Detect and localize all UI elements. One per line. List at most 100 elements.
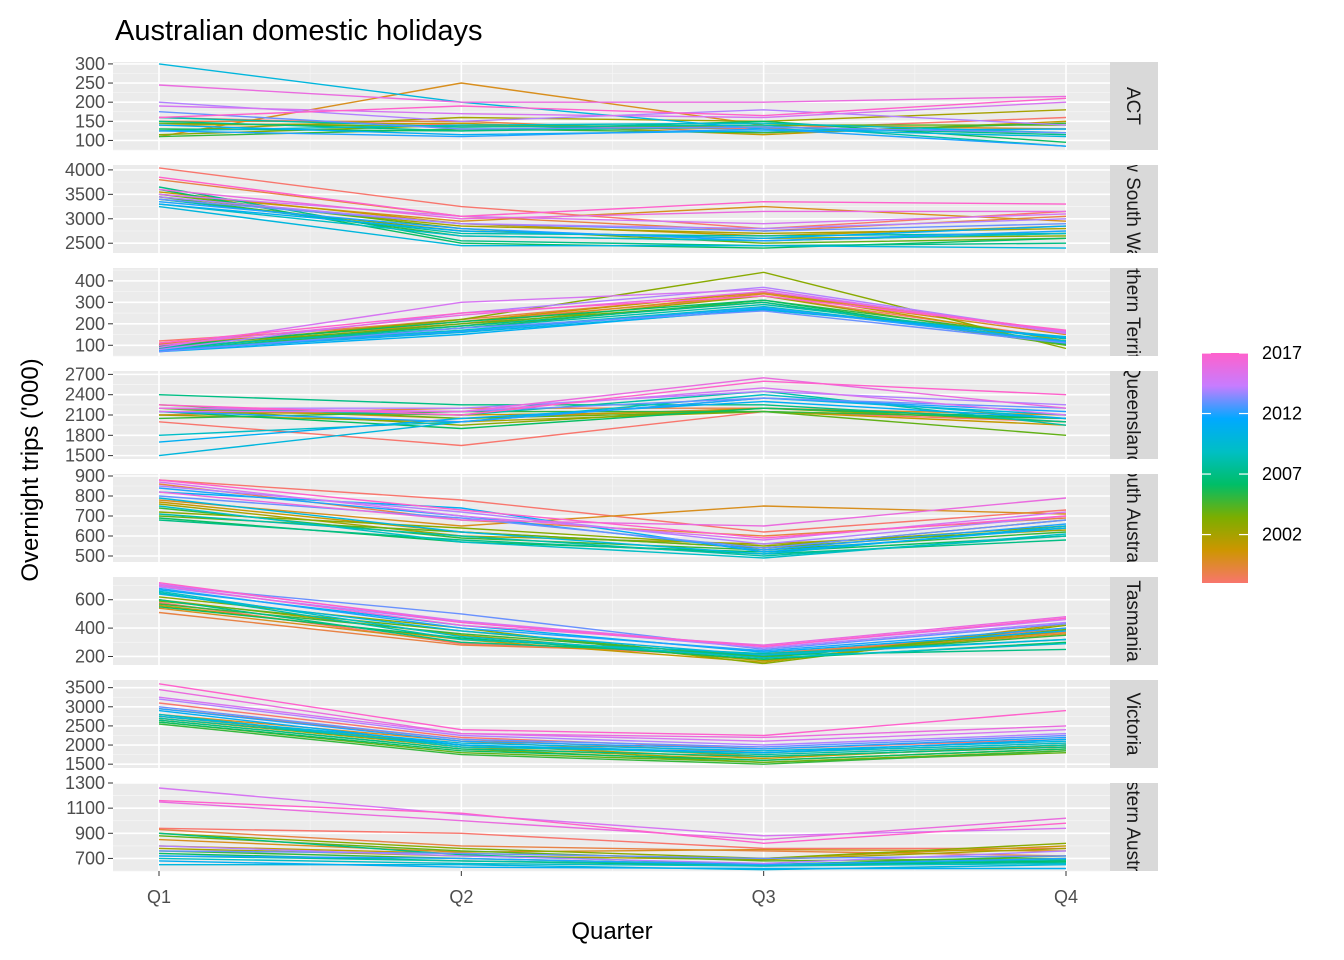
facet-strip: [1110, 680, 1158, 768]
color-legend: 2017 2012 2007 2002: [1202, 343, 1302, 583]
series-line: [158, 688, 1067, 739]
series-line: [158, 698, 1067, 746]
series-line: [158, 584, 1067, 646]
series-line: [158, 709, 1067, 754]
legend-tick-label: 2017: [1262, 343, 1302, 363]
series-line: [158, 196, 1067, 230]
series-line: [158, 499, 1067, 527]
y-tick-label: 100: [75, 335, 105, 355]
series-line: [158, 593, 1067, 656]
facet-strip: [1110, 783, 1158, 871]
y-tick-label: 3000: [65, 209, 105, 229]
series-line: [158, 590, 1067, 659]
series-line: [158, 186, 1067, 247]
series-line: [158, 479, 1067, 539]
series-line: [158, 582, 1067, 648]
series-line: [158, 495, 1067, 549]
series-line: [158, 827, 1066, 850]
y-tick-label: 700: [75, 506, 105, 526]
series-line: [158, 505, 1067, 559]
series-line: [158, 787, 1067, 837]
series-line: [158, 203, 1067, 242]
facet-strip: [1110, 62, 1158, 150]
series-line: [158, 198, 1067, 232]
series-line: [158, 410, 1067, 420]
y-tick-label: 500: [75, 546, 105, 566]
series-line: [158, 111, 1067, 134]
series-line: [158, 683, 1067, 737]
series-line: [158, 128, 1067, 147]
series-line: [158, 507, 1067, 551]
y-tick-label: 1500: [65, 446, 105, 466]
series-line: [158, 410, 1067, 447]
series-line: [158, 857, 1067, 867]
x-tick-label: Q1: [147, 887, 171, 907]
y-tick-label: 1800: [65, 425, 105, 445]
y-tick-label: 3500: [65, 678, 105, 698]
series-line: [158, 193, 1067, 225]
series-group: [158, 167, 1067, 249]
series-line: [158, 303, 1067, 349]
facet-strip-label: Western Australia: [1122, 753, 1143, 902]
y-tick-label: 800: [75, 486, 105, 506]
series-line: [158, 696, 1067, 742]
facet-strip-label: Tasmania: [1122, 580, 1143, 662]
facet-strip: [1110, 165, 1158, 253]
series-line: [158, 201, 1067, 242]
facet-strip-label: South Australia: [1122, 454, 1143, 582]
facet-strip-label: ACT: [1122, 87, 1143, 125]
y-tick-label: 400: [75, 618, 105, 638]
facet-panel: 2500 3000 3500 4000 New South Wales: [65, 134, 1158, 284]
y-tick-label: 200: [75, 314, 105, 334]
series-line: [158, 167, 1067, 230]
y-tick-label: 2500: [65, 233, 105, 253]
series-line: [158, 295, 1067, 344]
y-tick-label: 250: [75, 73, 105, 93]
y-tick-label: 400: [75, 271, 105, 291]
series-group: [158, 787, 1067, 871]
series-line: [158, 188, 1066, 220]
series-group: [158, 271, 1067, 353]
chart-title: Australian domestic holidays: [115, 15, 483, 47]
series-line: [158, 599, 1067, 656]
facet-strip-label: Queensland: [1122, 364, 1143, 466]
y-tick-label: 2500: [65, 716, 105, 736]
y-tick-label: 150: [75, 111, 105, 131]
series-line: [158, 801, 1067, 841]
legend-ticks: 2017 2012 2007 2002: [1202, 343, 1302, 545]
series-line: [158, 410, 1067, 426]
facet-strip: [1110, 371, 1158, 459]
x-axis: Q1 Q2 Q3 Q4: [147, 871, 1078, 907]
legend-tick-label: 2007: [1262, 464, 1302, 484]
series-line: [158, 397, 1067, 423]
series-line: [158, 706, 1067, 748]
series-line: [158, 205, 1067, 249]
legend-colorbar: [1202, 353, 1248, 583]
facet-strip-label: New South Wales: [1122, 134, 1143, 284]
x-tick-label: Q2: [449, 887, 473, 907]
facet-strip-label: Victoria: [1122, 692, 1143, 755]
series-line: [158, 308, 1067, 353]
series-line: [158, 587, 1067, 652]
series-line: [158, 491, 1067, 527]
y-tick-label: 1300: [65, 773, 105, 793]
y-tick-label: 900: [75, 823, 105, 843]
series-group: [158, 377, 1067, 457]
y-axis-title: Overnight trips ('000): [17, 358, 44, 581]
panel-background: [113, 62, 1110, 150]
series-line: [158, 719, 1067, 758]
series-line: [158, 723, 1067, 765]
y-tick-label: 2000: [65, 735, 105, 755]
y-tick-label: 300: [75, 54, 105, 74]
facet-panel: 200 400 600 Tasmania: [75, 577, 1158, 666]
series-line: [158, 101, 1067, 119]
series-line: [158, 380, 1067, 416]
legend-tick-label: 2012: [1262, 404, 1302, 424]
y-tick-label: 200: [75, 92, 105, 112]
series-line: [158, 491, 1067, 553]
series-group: [158, 582, 1067, 665]
